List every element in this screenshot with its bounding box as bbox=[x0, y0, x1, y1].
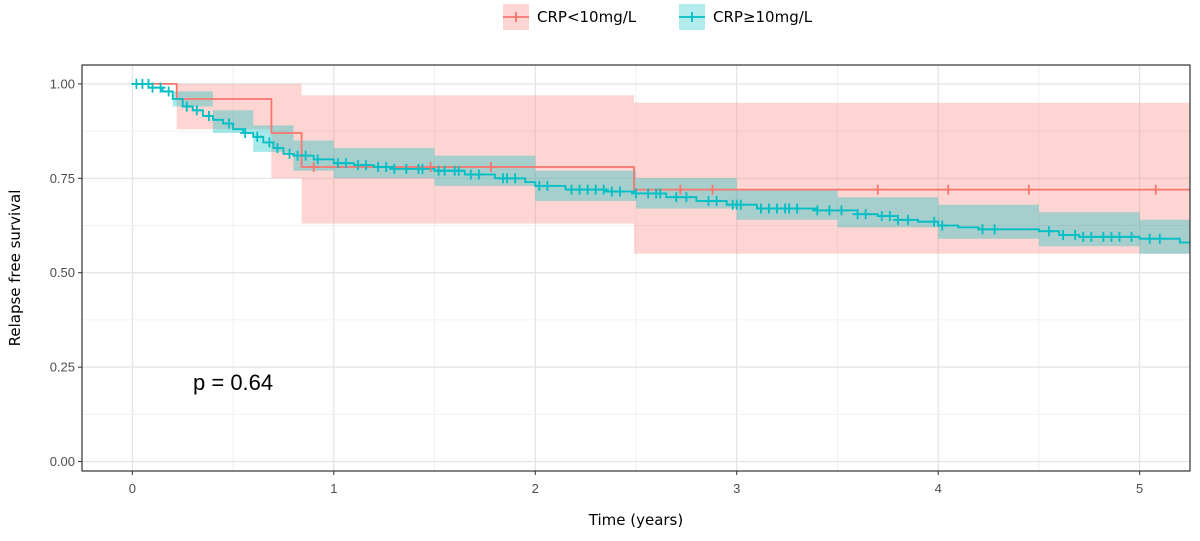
censor-mark bbox=[675, 184, 686, 195]
censor-mark bbox=[485, 161, 496, 172]
censor-mark bbox=[598, 184, 609, 195]
censor-mark bbox=[389, 163, 400, 174]
censor-mark bbox=[711, 195, 722, 206]
censor-mark bbox=[284, 148, 295, 159]
censor-mark bbox=[902, 214, 913, 225]
censor-mark bbox=[453, 165, 464, 176]
censor-mark bbox=[300, 150, 311, 161]
censor-mark bbox=[977, 224, 988, 235]
censor-mark bbox=[824, 205, 835, 216]
legend-item-crp-high: CRP≥10mg/L bbox=[679, 4, 813, 30]
censor-mark bbox=[735, 199, 746, 210]
x-tick-label: 1 bbox=[330, 481, 337, 496]
plot-panel-border bbox=[81, 64, 1191, 472]
censor-mark bbox=[1154, 233, 1165, 244]
censor-mark bbox=[681, 192, 692, 203]
censor-mark bbox=[671, 192, 682, 203]
y-tick-label: 0.75 bbox=[50, 171, 75, 186]
censor-mark bbox=[264, 137, 275, 148]
censor-mark bbox=[542, 180, 553, 191]
censor-mark bbox=[381, 161, 392, 172]
x-tick-label: 0 bbox=[129, 481, 136, 496]
censor-mark bbox=[439, 165, 450, 176]
censor-mark bbox=[943, 184, 954, 195]
censor-mark bbox=[272, 143, 283, 154]
censor-mark bbox=[473, 169, 484, 180]
confidence-band-crp-high bbox=[132, 83, 1190, 266]
x-tick-label: 5 bbox=[1136, 481, 1143, 496]
censor-mark bbox=[812, 205, 823, 216]
censor-mark bbox=[884, 211, 895, 222]
confidence-band-crp-low bbox=[132, 83, 1190, 254]
censor-mark bbox=[401, 163, 412, 174]
x-tick-label: 3 bbox=[733, 481, 740, 496]
censor-mark bbox=[1043, 226, 1054, 237]
x-axis-title: Time (years) bbox=[588, 511, 683, 529]
censor-mark bbox=[1114, 231, 1125, 242]
censor-mark bbox=[836, 205, 847, 216]
censor-mark bbox=[872, 184, 883, 195]
y-tick-label: 1.00 bbox=[50, 76, 75, 91]
legend-label: CRP<10mg/L bbox=[537, 8, 637, 26]
censor-mark bbox=[937, 220, 948, 231]
censor-mark bbox=[1150, 184, 1161, 195]
censor-mark bbox=[361, 160, 372, 171]
censor-mark bbox=[707, 184, 718, 195]
censor-mark bbox=[989, 224, 1000, 235]
censor-mark bbox=[155, 82, 166, 93]
censor-mark bbox=[312, 154, 323, 165]
censor-mark bbox=[191, 105, 202, 116]
censor-mark bbox=[224, 118, 235, 129]
censor-mark bbox=[340, 158, 351, 169]
censor-mark bbox=[203, 110, 214, 121]
x-tick-label: 4 bbox=[935, 481, 942, 496]
censor-mark bbox=[614, 186, 625, 197]
censor-mark bbox=[631, 188, 641, 199]
censor-mark bbox=[252, 131, 263, 142]
survival-line-crp-low bbox=[132, 83, 1190, 191]
censor-mark bbox=[1023, 184, 1034, 195]
confidence-bands bbox=[132, 83, 1190, 266]
censor-mark bbox=[892, 214, 903, 225]
grid-lines bbox=[82, 65, 1190, 471]
censor-mark bbox=[860, 209, 871, 220]
censor-mark bbox=[792, 203, 803, 214]
censor-mark bbox=[308, 161, 319, 172]
legend-label: CRP≥10mg/L bbox=[713, 8, 813, 26]
legend: CRP<10mg/L CRP≥10mg/L bbox=[503, 4, 813, 30]
censor-mark bbox=[425, 161, 436, 172]
axis-ticks: 0 1 2 3 4 5 0.00 0.25 0.50 0.75 1.00 bbox=[50, 76, 1144, 496]
censor-mark bbox=[163, 86, 174, 97]
censor-mark bbox=[929, 216, 940, 227]
y-tick-label: 0.25 bbox=[50, 360, 75, 375]
censor-mark bbox=[1058, 229, 1069, 240]
censor-mark bbox=[240, 127, 251, 138]
censor-mark bbox=[1126, 231, 1137, 242]
y-tick-label: 0.00 bbox=[50, 454, 75, 469]
censor-mark bbox=[1144, 233, 1155, 244]
censor-mark bbox=[655, 188, 666, 199]
y-tick-label: 0.50 bbox=[50, 265, 75, 280]
censor-mark bbox=[1070, 229, 1081, 240]
censor-mark bbox=[417, 163, 428, 174]
censor-mark bbox=[510, 173, 521, 184]
censor-mark bbox=[181, 101, 192, 112]
legend-item-crp-low: CRP<10mg/L bbox=[503, 4, 637, 30]
p-value-annotation: p = 0.64 bbox=[193, 370, 273, 395]
censor-marks bbox=[131, 78, 1165, 244]
x-tick-label: 2 bbox=[532, 481, 539, 496]
censor-mark bbox=[1086, 231, 1097, 242]
y-axis-title: Relapse free survival bbox=[6, 190, 24, 347]
